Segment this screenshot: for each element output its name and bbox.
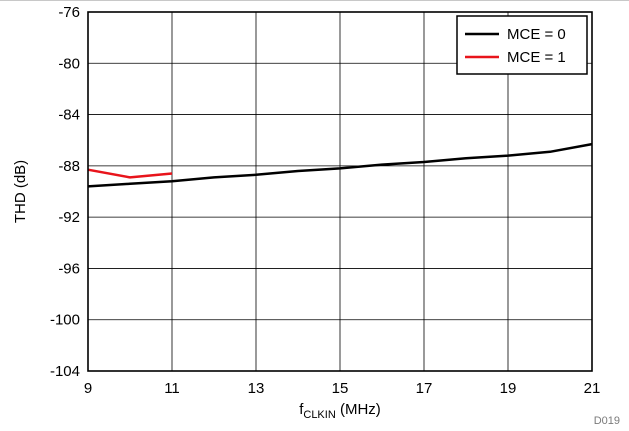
x-tick-label: 19 [500,380,517,397]
x-axis-label-unit: (MHz) [336,401,381,418]
y-tick-label: -76 [58,4,80,21]
y-axis-label: THD (dB) [12,160,29,223]
y-tick-label: -84 [58,107,80,124]
x-tick-label: 9 [84,380,92,397]
series-line-0 [87,142,593,188]
x-tick-label: 15 [332,380,349,397]
y-tick-label: -96 [58,260,80,277]
y-tick-label: -104 [50,363,80,380]
x-axis-label-main: f [299,401,304,418]
x-tick-label: 21 [584,380,601,397]
top-rule [0,0,629,1]
x-tick-label: 17 [416,380,433,397]
legend: MCE = 0 MCE = 1 [456,15,588,75]
x-axis-label: fCLKIN (MHz) [299,401,381,421]
series-line-1 [87,168,173,179]
series-lines [87,142,593,188]
y-tick-label: -92 [58,209,80,226]
y-tick-label: -80 [58,55,80,72]
x-tick-labels: 9 11 13 15 17 19 21 [84,380,601,397]
y-tick-label: -100 [50,312,80,329]
x-tick-label: 13 [248,380,265,397]
plot-frame [87,11,593,372]
x-axis-label-subscript: CLKIN [303,409,335,421]
legend-box [456,15,588,75]
legend-label-1: MCE = 1 [507,49,566,66]
y-tick-labels: -76 -80 -84 -88 -92 -96 -100 -104 [50,4,80,380]
y-tick-label: -88 [58,158,80,175]
x-tick-label: 11 [164,380,180,397]
legend-label-0: MCE = 0 [507,26,566,43]
figure-code: D019 [594,415,620,427]
